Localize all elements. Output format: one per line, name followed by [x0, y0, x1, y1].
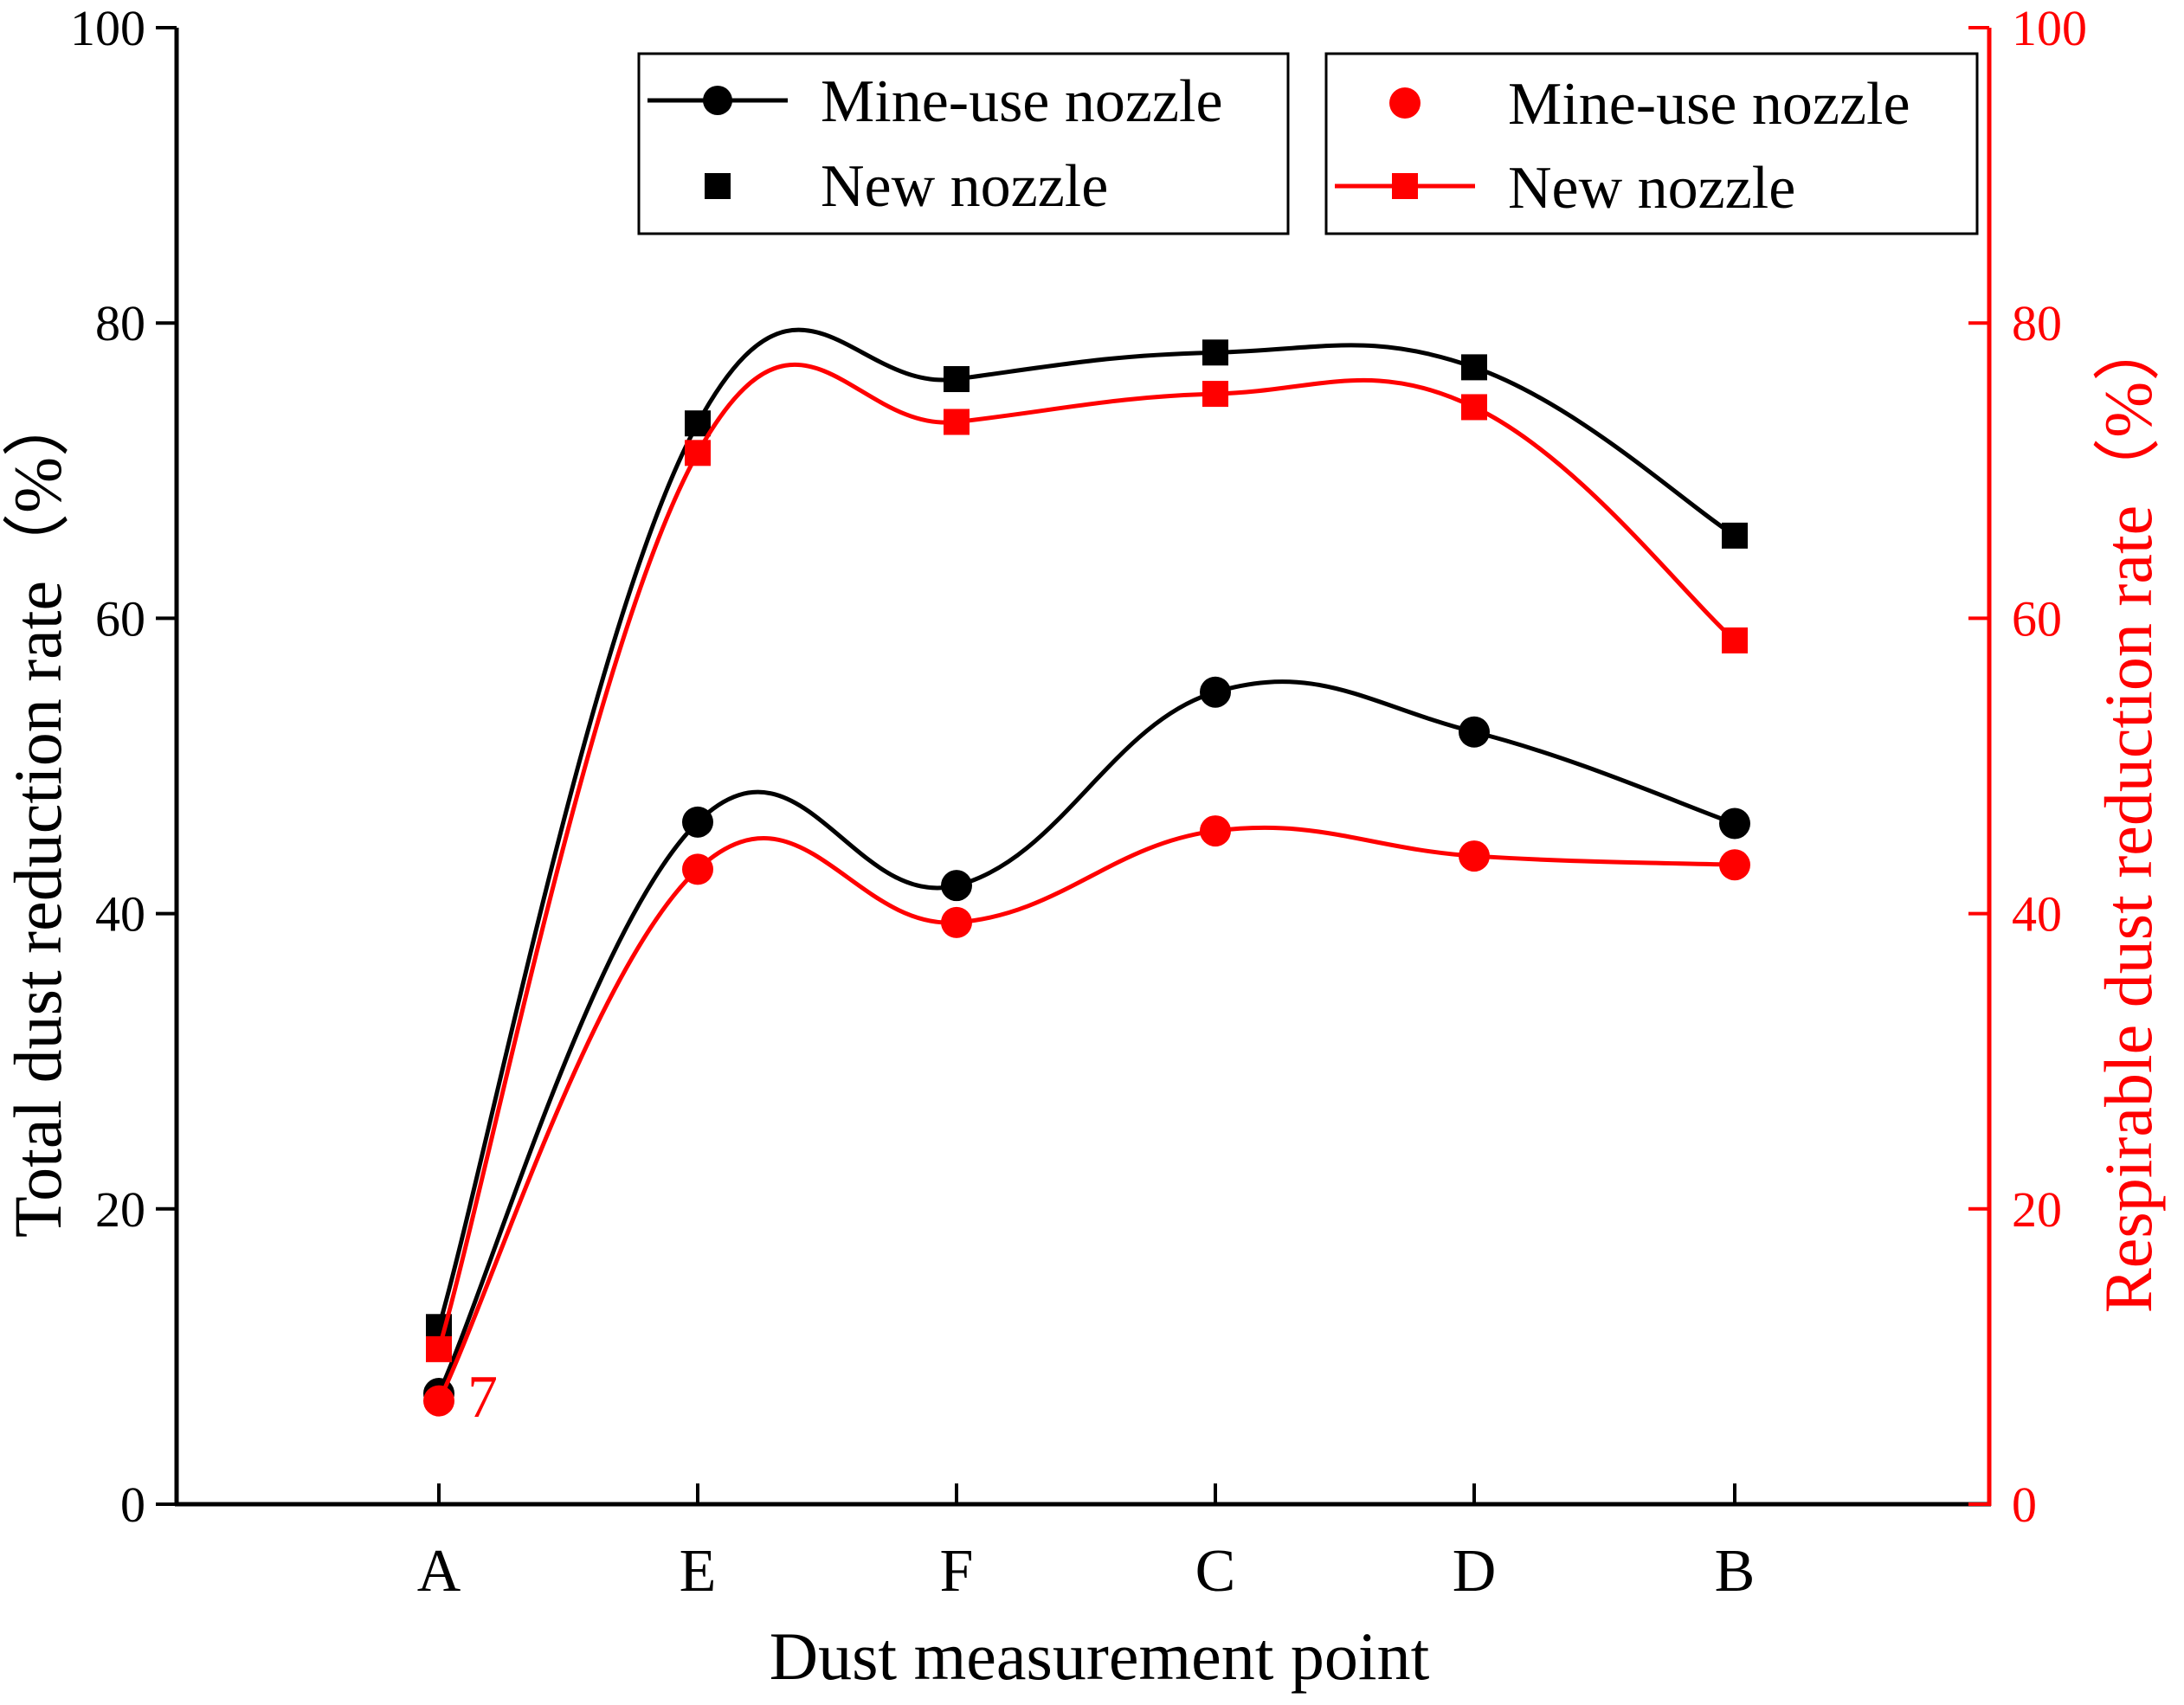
- left-tick-label: 100: [70, 0, 145, 56]
- legend-right-circle-marker: [1389, 87, 1421, 119]
- left-axis-ticks: 0 20 40 60 80 100: [70, 0, 177, 1533]
- data-point-square: [1722, 627, 1748, 653]
- legend-left-circle-marker: [703, 86, 732, 115]
- legend-left-label-new: New nozzle: [821, 153, 1108, 220]
- data-point-circle: [1200, 815, 1231, 847]
- x-tick-label: D: [1453, 1538, 1497, 1605]
- data-point-square: [1722, 522, 1748, 549]
- x-tick-label: A: [417, 1538, 461, 1605]
- series-2-respirable-mine-use: [423, 815, 1750, 1417]
- data-point-square: [944, 409, 970, 435]
- series-line: [436, 679, 1736, 1395]
- data-point-square: [1461, 354, 1487, 381]
- right-axis-title: Respirable dust reduction rate（%）: [2091, 314, 2166, 1314]
- right-tick-label: 20: [2012, 1181, 2062, 1238]
- data-point-square: [685, 410, 711, 437]
- data-point-square: [944, 366, 970, 393]
- legend-right-label-mine-use: Mine-use nozzle: [1508, 71, 1910, 138]
- data-point-circle: [941, 906, 972, 938]
- legend-left: Mine-use nozzle New nozzle: [637, 52, 1290, 235]
- series-line: [436, 327, 1736, 1328]
- left-tick-label: 20: [95, 1181, 145, 1238]
- data-point-square: [1202, 381, 1228, 408]
- legend-left-square-marker: [705, 173, 731, 199]
- data-point-circle: [423, 1385, 454, 1417]
- data-point-square: [1461, 394, 1487, 421]
- series-0-total-mine-use: [423, 676, 1750, 1410]
- data-point-circle: [1719, 807, 1750, 840]
- data-point-square: [685, 440, 711, 466]
- left-tick-label: 40: [95, 886, 145, 943]
- data-point-circle: [682, 853, 713, 885]
- right-tick-label: 80: [2012, 295, 2062, 351]
- data-point-circle: [1200, 676, 1231, 708]
- right-tick-label: 0: [2012, 1477, 2037, 1533]
- right-tick-label: 60: [2012, 590, 2062, 647]
- left-tick-label: 60: [95, 590, 145, 647]
- right-tick-label: 100: [2012, 0, 2087, 56]
- data-point-circle: [941, 870, 972, 902]
- x-tick-label: E: [680, 1538, 717, 1605]
- data-point-square: [426, 1335, 452, 1362]
- right-tick-label: 40: [2012, 886, 2062, 943]
- left-tick-label: 0: [120, 1477, 145, 1533]
- series-line: [436, 362, 1736, 1350]
- series-1-total-new: [426, 327, 1748, 1341]
- legend-right-frame: [1324, 52, 1979, 235]
- legend-right-square-marker: [1392, 173, 1418, 199]
- data-point-circle: [1719, 849, 1750, 881]
- legend-right-label-new: New nozzle: [1508, 155, 1795, 222]
- x-tick-label: F: [940, 1538, 974, 1605]
- x-axis-title: Dust measurement point: [770, 1618, 1430, 1694]
- data-point-circle: [1459, 716, 1490, 748]
- legend-left-frame: [637, 52, 1290, 235]
- left-tick-label: 80: [95, 295, 145, 351]
- x-tick-label: B: [1715, 1538, 1756, 1605]
- legend-left-label-mine-use: Mine-use nozzle: [821, 68, 1223, 135]
- left-axis-title: Total dust reduction rate（%）: [0, 389, 75, 1238]
- series-layer: [423, 327, 1750, 1417]
- x-tick-label: C: [1195, 1538, 1236, 1605]
- data-point-circle: [682, 806, 713, 838]
- right-axis-ticks: 0 20 40 60 80 100: [1968, 0, 2087, 1533]
- legend-right: Mine-use nozzle New nozzle: [1324, 52, 1979, 235]
- annotation-label: 7: [467, 1364, 498, 1431]
- series-3-respirable-new: [426, 362, 1748, 1362]
- data-point-square: [1202, 339, 1228, 366]
- data-point-circle: [1459, 840, 1490, 872]
